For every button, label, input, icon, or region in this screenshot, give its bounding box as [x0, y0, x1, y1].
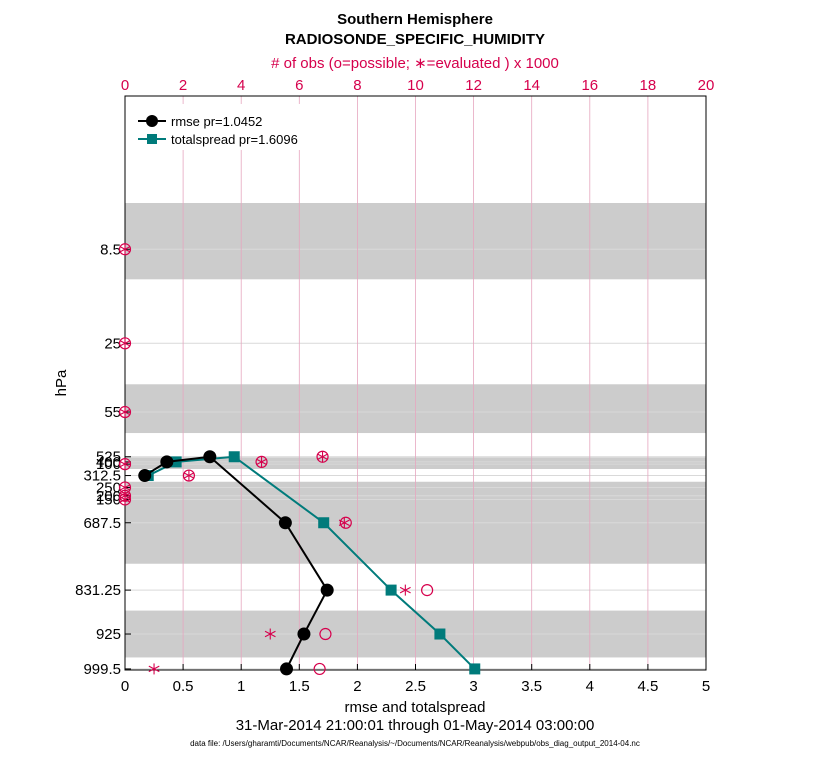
- legend-rmse-marker: [146, 115, 158, 127]
- x-tick-label-8: 4: [586, 678, 594, 695]
- legend-totalspread-marker: [147, 134, 157, 144]
- obs-evaluated-10: [338, 517, 350, 529]
- obs-evaluated-11: [399, 584, 411, 596]
- obs-possible-10: [339, 516, 352, 529]
- y-tick-label-13: 999.5: [83, 661, 121, 678]
- point-rmse-6: [280, 662, 294, 676]
- obs-evaluated-stroke-2-2: [119, 408, 131, 416]
- legend-rmse-label: rmse pr=1.0452: [171, 114, 262, 129]
- point-totalspread-1: [170, 456, 182, 468]
- legend-totalspread-label: totalspread pr=1.6096: [171, 132, 298, 147]
- obs-evaluated-stroke-1-2: [119, 340, 131, 347]
- top-tick-label-5: 10: [407, 77, 424, 94]
- x-tick-label-1: 0.5: [173, 678, 194, 695]
- x-tick-label-6: 3: [469, 678, 477, 695]
- y-axis-label: hPa: [53, 369, 70, 396]
- top-tick-label-0: 0: [121, 77, 129, 94]
- top-tick-label-2: 4: [237, 77, 245, 94]
- chart-title: Southern Hemisphere: [337, 11, 493, 28]
- x-tick-label-5: 2.5: [405, 678, 426, 695]
- point-totalspread-5: [434, 628, 446, 640]
- legend-box: [131, 104, 319, 150]
- obs-evaluated-6: [119, 481, 131, 493]
- y-tick-label-4: 150: [96, 491, 121, 508]
- obs-evaluated-stroke-12-2: [264, 630, 276, 638]
- top-tick-label-3: 6: [295, 77, 303, 94]
- obs-evaluated-0: [119, 243, 131, 255]
- x-tick-label-0: 0: [121, 678, 129, 695]
- y-tick-label-5: 200: [96, 488, 121, 505]
- obs-evaluated-stroke-0-2: [119, 246, 131, 253]
- point-rmse-4: [320, 583, 334, 597]
- obs-evaluated-8: [256, 456, 268, 468]
- obs-evaluated-stroke-5-2: [119, 492, 131, 500]
- obs-evaluated-stroke-10-2: [338, 519, 350, 526]
- obs-evaluated-7: [183, 470, 195, 482]
- obs-evaluated-stroke-7-2: [183, 472, 195, 479]
- x-tick-label-4: 2: [353, 678, 361, 695]
- point-totalspread-4: [385, 584, 397, 596]
- top-tick-label-4: 8: [353, 77, 361, 94]
- x-tick-label-9: 4.5: [637, 678, 658, 695]
- top-tick-label-7: 14: [523, 77, 540, 94]
- x-axis-ticks: 0 0.5 1 1.5 2 2.5 3 3.5 4 4.5 5: [121, 664, 710, 695]
- chart-subtitle: RADIOSONDE_SPECIFIC_HUMIDITY: [285, 31, 545, 48]
- point-rmse-5: [297, 627, 311, 641]
- obs-evaluated-13: [148, 663, 160, 675]
- point-rmse-1: [160, 455, 174, 469]
- point-rmse-3: [278, 516, 292, 530]
- top-axis-label: # of obs (o=possible; ∗=evaluated ) x 10…: [271, 55, 559, 72]
- obs-evaluated-stroke-3-2: [119, 460, 131, 468]
- footnote: data file: /Users/gharamti/Documents/NCA…: [190, 739, 640, 748]
- y-tick-label-3: 100: [96, 456, 121, 473]
- x-tick-label-7: 3.5: [521, 678, 542, 695]
- y-tick-label-1: 25: [104, 335, 121, 352]
- obs-evaluated-stroke-6-2: [119, 484, 131, 491]
- point-totalspread-3: [318, 517, 330, 529]
- x-axis-label: rmse and totalspread: [345, 699, 486, 716]
- x-tick-label-2: 1: [237, 678, 245, 695]
- y-tick-label-0: 8.5: [100, 241, 121, 258]
- top-axis-ticks: 0 2 4 6 8 10 12 14 16 18 20: [121, 77, 715, 94]
- top-tick-label-9: 18: [640, 77, 657, 94]
- obs-possible-11: [421, 583, 434, 597]
- y-tick-label-11: 831.25: [75, 582, 121, 599]
- grid-lines: [124, 96, 707, 670]
- obs-possible-13: [313, 662, 326, 676]
- obs-evaluated-stroke-9-2: [317, 453, 329, 460]
- y-tick-label-7: 312.5: [83, 468, 121, 485]
- y-tick-label-2: 55: [104, 404, 121, 421]
- point-totalspread-2: [228, 451, 240, 463]
- obs-evaluated-stroke-13-2: [148, 665, 160, 673]
- point-totalspread-6: [469, 663, 481, 675]
- obs-evaluated-3: [119, 458, 131, 470]
- obs-evaluated-1: [119, 337, 131, 349]
- point-rmse-2: [203, 450, 217, 464]
- series-lines: [138, 450, 481, 676]
- top-tick-label-8: 16: [581, 77, 598, 94]
- y-tick-label-10: 687.5: [83, 515, 121, 532]
- top-tick-label-10: 20: [698, 77, 715, 94]
- top-tick-label-6: 12: [465, 77, 482, 94]
- obs-evaluated-12: [264, 628, 276, 640]
- y-tick-label-6: 250: [96, 479, 121, 496]
- obs-evaluated-9: [317, 451, 329, 463]
- legend: rmse pr=1.0452 totalspread pr=1.6096: [131, 104, 319, 150]
- obs-evaluated-2: [119, 406, 131, 418]
- x-tick-label-10: 5: [702, 678, 710, 695]
- obs-evaluated-stroke-8-2: [256, 458, 268, 466]
- y-tick-label-9: 525: [96, 449, 121, 466]
- obs-possible-12: [319, 627, 332, 641]
- date-range: 31-Mar-2014 21:00:01 through 01-May-2014…: [236, 717, 595, 734]
- point-rmse-0: [138, 469, 152, 483]
- top-tick-label-1: 2: [179, 77, 187, 94]
- obs-markers: [118, 243, 434, 676]
- y-tick-label-8: 400: [96, 454, 121, 471]
- y-tick-label-12: 925: [96, 626, 121, 643]
- obs-evaluated-stroke-11-2: [399, 586, 411, 594]
- x-tick-label-3: 1.5: [289, 678, 310, 695]
